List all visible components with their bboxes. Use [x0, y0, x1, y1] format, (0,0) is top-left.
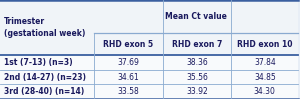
Text: 2nd (14-27) (n=23): 2nd (14-27) (n=23) — [4, 73, 85, 82]
Text: 34.85: 34.85 — [254, 73, 276, 82]
Text: Mean Ct value: Mean Ct value — [165, 12, 227, 21]
FancyBboxPatch shape — [0, 84, 298, 99]
Text: 3rd (28-40) (n=14): 3rd (28-40) (n=14) — [4, 87, 84, 96]
FancyBboxPatch shape — [0, 0, 298, 33]
Text: 1st (7-13) (n=3): 1st (7-13) (n=3) — [4, 58, 72, 67]
Text: 33.58: 33.58 — [117, 87, 139, 96]
Text: RHD exon 5: RHD exon 5 — [103, 40, 153, 49]
FancyBboxPatch shape — [0, 70, 298, 84]
Text: 37.84: 37.84 — [254, 58, 276, 67]
Text: 37.69: 37.69 — [117, 58, 139, 67]
Text: 33.92: 33.92 — [186, 87, 208, 96]
Text: 34.30: 34.30 — [254, 87, 276, 96]
Text: 38.36: 38.36 — [186, 58, 208, 67]
Text: RHD exon 7: RHD exon 7 — [172, 40, 222, 49]
Text: Trimester
(gestational week): Trimester (gestational week) — [4, 17, 85, 38]
Text: 35.56: 35.56 — [186, 73, 208, 82]
FancyBboxPatch shape — [0, 55, 298, 70]
Text: 34.61: 34.61 — [117, 73, 139, 82]
Text: RHD exon 10: RHD exon 10 — [237, 40, 292, 49]
FancyBboxPatch shape — [0, 33, 298, 55]
